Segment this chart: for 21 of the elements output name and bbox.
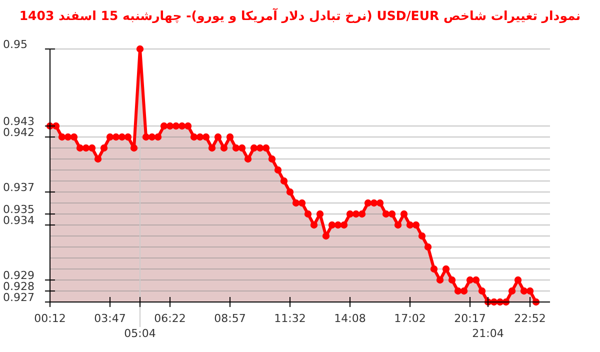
ytick: 0.943: [3, 115, 34, 128]
ytick: 0.929: [3, 269, 34, 282]
xtick: 22:52: [514, 312, 546, 325]
xtick: 20:17: [454, 312, 486, 325]
xtick: 17:02: [394, 312, 426, 325]
xtick: 03:47: [94, 312, 126, 325]
ytick: 0.935: [3, 203, 34, 216]
title: نمودار تغییرات شاخص USD/EUR (نرخ تبادل دلار آمریکا و یورو)- چهارشنبه 15 اسفند 1403: [19, 8, 581, 23]
xtick: 14:08: [334, 312, 366, 325]
ytick: 0.937: [3, 181, 34, 194]
xtick: 06:22: [154, 312, 186, 325]
ytick: 0.927: [3, 291, 34, 304]
ytick: 0.928: [3, 280, 34, 293]
xtick: 08:57: [214, 312, 246, 325]
xtick: 21:04: [472, 327, 504, 340]
ytick: 0.942: [3, 126, 34, 139]
ytick: 0.95: [3, 38, 28, 51]
xtick: 11:32: [274, 312, 306, 325]
ytick: 0.934: [3, 214, 34, 227]
xtick: 00:12: [34, 312, 66, 325]
xtick: 05:04: [124, 327, 156, 340]
